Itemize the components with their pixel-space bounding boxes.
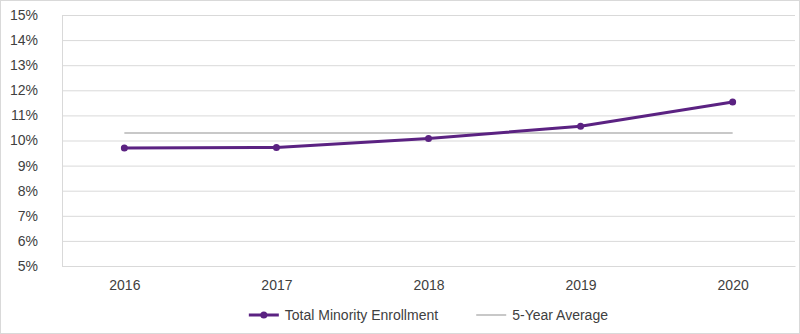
y-tick-label: 8% bbox=[18, 183, 38, 199]
point bbox=[425, 135, 432, 142]
y-tick-label: 5% bbox=[18, 258, 38, 274]
point bbox=[273, 144, 280, 151]
y-tick: 8% bbox=[18, 183, 795, 199]
point bbox=[121, 145, 128, 152]
legend-swatch bbox=[476, 314, 506, 316]
legend: Total Minority Enrollment 5-Year Average bbox=[249, 307, 608, 323]
grid-line bbox=[62, 40, 795, 41]
point bbox=[729, 99, 736, 106]
frame bbox=[1, 1, 800, 334]
grid-line bbox=[62, 65, 795, 66]
y-axis: 5% 6% 7% 8% 9% 10% 11% 12% 13% 14% 15% bbox=[10, 7, 795, 274]
grid-line bbox=[62, 115, 795, 116]
y-tick-label: 14% bbox=[10, 32, 38, 48]
x-tick: 2016 bbox=[109, 266, 140, 293]
x-tick: 2020 bbox=[718, 266, 749, 293]
x-tick-label: 2017 bbox=[261, 277, 292, 293]
grid-line bbox=[62, 241, 795, 242]
grid-line bbox=[62, 216, 795, 217]
y-tick: 15% bbox=[10, 7, 795, 23]
x-tick: 2018 bbox=[413, 266, 444, 293]
x-tick: 2017 bbox=[261, 266, 292, 293]
x-axis-line bbox=[63, 266, 796, 267]
legend-label: Total Minority Enrollment bbox=[285, 307, 438, 323]
x-axis: 2016 2017 2018 2019 2020 bbox=[63, 266, 796, 293]
chart: 5% 6% 7% 8% 9% 10% 11% 12% 13% 14% 15% 2016 2017 2018… bbox=[0, 0, 800, 334]
x-tick-label: 2020 bbox=[718, 277, 749, 293]
grid-line bbox=[62, 191, 795, 192]
point bbox=[577, 123, 584, 130]
grid-line bbox=[62, 90, 795, 91]
y-tick-label: 12% bbox=[10, 82, 38, 98]
y-tick: 9% bbox=[18, 158, 795, 174]
x-tick-label: 2018 bbox=[413, 277, 444, 293]
y-tick-label: 6% bbox=[18, 233, 38, 249]
y-tick: 14% bbox=[10, 32, 795, 48]
x-tick: 2019 bbox=[565, 266, 596, 293]
legend-item: 5-Year Average bbox=[476, 307, 608, 323]
y-tick-label: 13% bbox=[10, 57, 38, 73]
legend-marker bbox=[260, 312, 267, 319]
legend-item: Total Minority Enrollment bbox=[249, 307, 438, 323]
series-line bbox=[124, 132, 732, 134]
y-tick: 7% bbox=[18, 208, 795, 224]
grid-line bbox=[62, 166, 795, 167]
y-tick: 12% bbox=[10, 82, 795, 98]
x-tick-label: 2019 bbox=[565, 277, 596, 293]
plot-area bbox=[121, 99, 736, 152]
series-line bbox=[124, 102, 732, 148]
y-tick: 5% bbox=[18, 258, 795, 274]
y-tick-label: 11% bbox=[11, 107, 38, 123]
grid-line bbox=[62, 15, 795, 16]
grid-line bbox=[62, 266, 795, 267]
y-tick-label: 9% bbox=[18, 158, 38, 174]
y-tick: 13% bbox=[10, 57, 795, 73]
y-tick-label: 10% bbox=[10, 132, 38, 148]
x-tick-label: 2016 bbox=[109, 277, 140, 293]
y-tick-label: 15% bbox=[10, 7, 38, 23]
y-tick: 6% bbox=[18, 233, 795, 249]
legend-label: 5-Year Average bbox=[512, 307, 608, 323]
y-tick-label: 7% bbox=[18, 208, 38, 224]
